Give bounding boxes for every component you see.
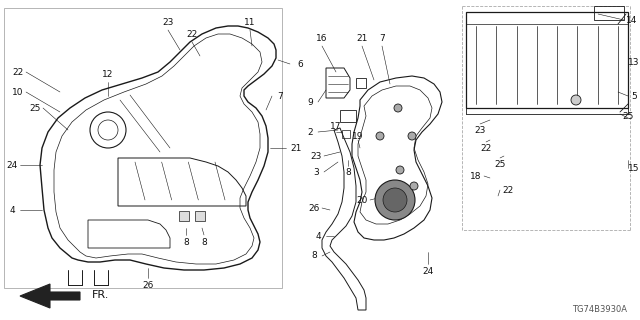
Text: 8: 8 xyxy=(201,237,207,246)
Text: 6: 6 xyxy=(297,60,303,68)
Text: 21: 21 xyxy=(291,143,301,153)
Circle shape xyxy=(375,180,415,220)
Text: 25: 25 xyxy=(29,103,41,113)
Text: 26: 26 xyxy=(142,281,154,290)
Text: 12: 12 xyxy=(102,69,114,78)
Circle shape xyxy=(571,95,581,105)
Text: 22: 22 xyxy=(186,29,198,38)
Bar xyxy=(179,211,189,221)
Text: 9: 9 xyxy=(307,98,313,107)
Text: 15: 15 xyxy=(628,164,640,172)
Polygon shape xyxy=(20,284,80,308)
Text: 8: 8 xyxy=(183,237,189,246)
Text: 22: 22 xyxy=(502,186,514,195)
Text: 19: 19 xyxy=(352,132,364,140)
Text: 10: 10 xyxy=(12,87,24,97)
Bar xyxy=(466,12,628,108)
Bar xyxy=(195,211,205,221)
Text: 22: 22 xyxy=(481,143,492,153)
Text: 4: 4 xyxy=(315,231,321,241)
Bar xyxy=(356,78,366,88)
Text: 7: 7 xyxy=(277,92,283,100)
Circle shape xyxy=(394,104,402,112)
Text: 2: 2 xyxy=(307,127,313,137)
Bar xyxy=(342,130,350,138)
Text: 7: 7 xyxy=(379,34,385,43)
Text: 4: 4 xyxy=(9,205,15,214)
Text: 17: 17 xyxy=(330,122,342,131)
Text: 23: 23 xyxy=(310,151,322,161)
Circle shape xyxy=(408,132,416,140)
Text: 25: 25 xyxy=(494,159,506,169)
Text: 24: 24 xyxy=(6,161,18,170)
Bar xyxy=(4,8,282,288)
Text: 11: 11 xyxy=(244,18,256,27)
Text: 24: 24 xyxy=(422,268,434,276)
Text: 14: 14 xyxy=(627,15,637,25)
Text: 13: 13 xyxy=(628,58,640,67)
Text: 22: 22 xyxy=(12,68,24,76)
Text: 20: 20 xyxy=(356,196,368,204)
Text: 25: 25 xyxy=(622,111,634,121)
Bar xyxy=(594,6,624,20)
Text: 18: 18 xyxy=(470,172,482,180)
Text: FR.: FR. xyxy=(92,290,109,300)
Text: 16: 16 xyxy=(316,34,328,43)
Text: 23: 23 xyxy=(474,125,486,134)
Circle shape xyxy=(410,182,418,190)
Text: 3: 3 xyxy=(313,167,319,177)
Text: 26: 26 xyxy=(308,204,320,212)
Text: 23: 23 xyxy=(163,18,173,27)
Text: 8: 8 xyxy=(345,167,351,177)
Circle shape xyxy=(383,188,407,212)
Text: TG74B3930A: TG74B3930A xyxy=(573,306,627,315)
Text: 21: 21 xyxy=(356,34,368,43)
Text: 8: 8 xyxy=(311,252,317,260)
Circle shape xyxy=(376,132,384,140)
Circle shape xyxy=(396,166,404,174)
Text: 5: 5 xyxy=(631,92,637,100)
Bar xyxy=(340,110,356,122)
